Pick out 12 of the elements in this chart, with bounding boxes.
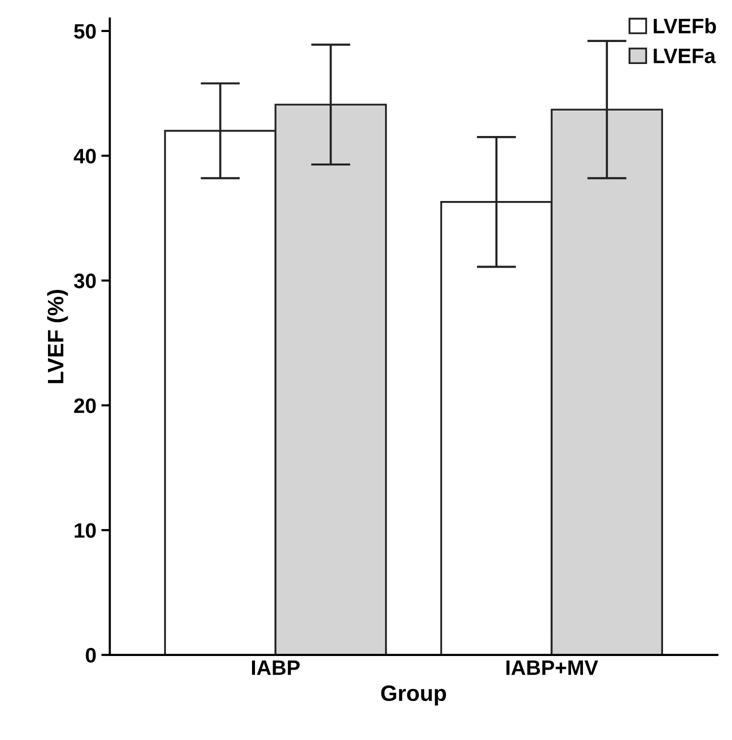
x-axis-title: Group: [381, 685, 446, 706]
y-tick-label: 50: [74, 24, 96, 39]
y-tick-label: 40: [74, 148, 96, 164]
y-tick-label: 20: [74, 398, 96, 414]
legend-label: LVEFb: [654, 18, 716, 34]
y-tick-label: 0: [86, 648, 96, 663]
y-axis-title: LVEF (%): [47, 290, 68, 384]
legend-label: LVEFa: [654, 48, 716, 64]
y-tick-label: 10: [74, 523, 96, 538]
x-tick-label: IABP+MV: [506, 660, 598, 675]
y-tick-label: 30: [74, 274, 96, 288]
x-tick-label: IABP: [252, 660, 300, 675]
